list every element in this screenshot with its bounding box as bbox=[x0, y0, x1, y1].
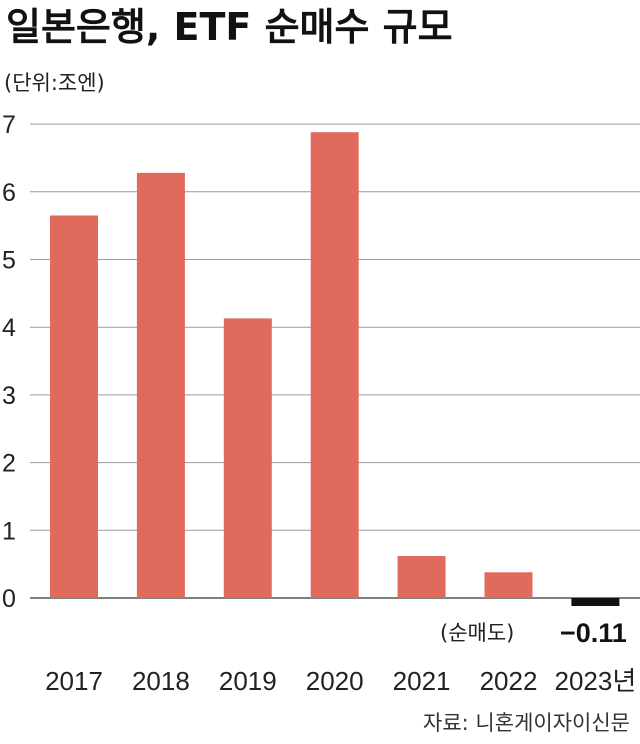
bar-2022 bbox=[484, 572, 533, 598]
x-tick-label: 2022 bbox=[480, 666, 538, 696]
y-tick-label: 5 bbox=[2, 247, 16, 275]
x-tick-label: 2017 bbox=[45, 666, 103, 696]
unit-label: (단위:조엔) bbox=[4, 71, 105, 95]
x-tick-label: 2023년 bbox=[555, 666, 637, 696]
x-axis-ticks: 2017 2018 2019 2020 2021 2022 2023년 bbox=[45, 666, 636, 696]
bar-2017 bbox=[50, 215, 98, 598]
x-tick-label: 2018 bbox=[132, 666, 190, 696]
bar-2021 bbox=[397, 556, 446, 598]
x-tick-label: 2019 bbox=[219, 666, 277, 696]
y-tick-label: 0 bbox=[2, 585, 16, 613]
negative-note: (순매도) bbox=[440, 621, 514, 645]
bar-2020 bbox=[310, 132, 359, 598]
bar-2019 bbox=[223, 318, 272, 598]
y-axis-ticks: 0 1 2 3 4 5 6 7 bbox=[2, 111, 16, 613]
y-tick-label: 7 bbox=[2, 111, 16, 139]
y-tick-label: 3 bbox=[2, 382, 16, 410]
chart-title: 일본은행, ETF 순매수 규모 bbox=[6, 5, 453, 49]
x-tick-label: 2021 bbox=[393, 666, 451, 696]
source-note: 자료: 니혼게이자이신문 bbox=[423, 711, 630, 735]
bar-2018 bbox=[136, 172, 185, 598]
x-tick-label: 2020 bbox=[306, 666, 364, 696]
y-tick-label: 2 bbox=[2, 450, 16, 478]
y-tick-label: 6 bbox=[2, 179, 16, 207]
y-tick-label: 1 bbox=[2, 517, 16, 545]
negative-value-label: −0.11 bbox=[560, 618, 627, 648]
bars bbox=[50, 132, 620, 606]
bar-2023년 bbox=[571, 598, 620, 606]
y-tick-label: 4 bbox=[2, 314, 16, 342]
